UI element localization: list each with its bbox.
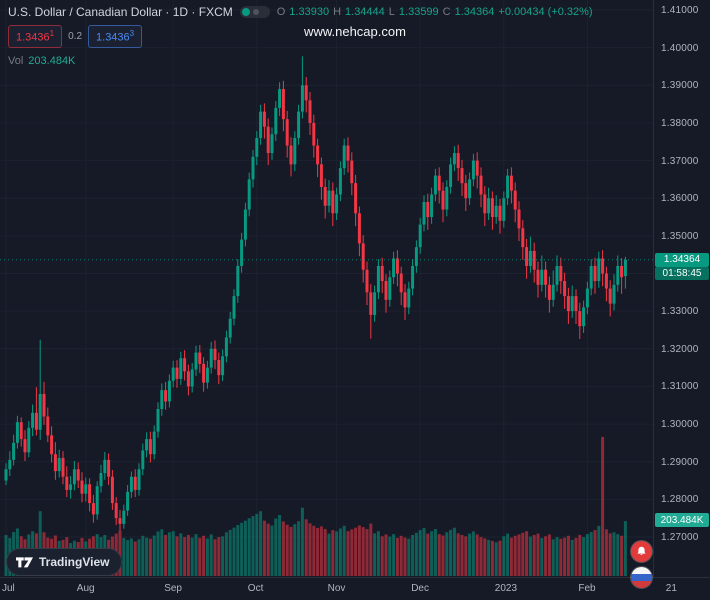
open-label: O: [276, 6, 286, 18]
candlestick-chart[interactable]: [0, 0, 654, 578]
price-tick-label: 1.27000: [661, 532, 699, 543]
time-tick-label: 21: [665, 583, 677, 594]
price-tick-label: 1.32000: [661, 343, 699, 355]
high-value: 1.34444: [345, 6, 385, 18]
price-tick-label: 1.36000: [661, 193, 699, 205]
time-tick-label: Dec: [411, 583, 429, 594]
bell-glyph-icon: [637, 546, 646, 556]
ohlc-readout: O 1.33930 H 1.34444 L 1.33599 C 1.34364 …: [277, 6, 593, 18]
price-tick-label: 1.37000: [661, 155, 699, 167]
bar-countdown-badge: 01:58:45: [655, 266, 709, 280]
open-value: 1.33930: [289, 6, 330, 18]
spread-value: 0.2: [68, 30, 83, 42]
time-tick-label: Sep: [164, 583, 182, 594]
notification-bell-icon[interactable]: [631, 541, 652, 562]
tradingview-mark-icon: [16, 557, 33, 568]
symbol-title[interactable]: U.S. Dollar / Canadian Dollar · 1D · FXC…: [8, 5, 233, 19]
market-status-toggle[interactable]: [239, 6, 270, 18]
time-tick-label: Jul: [2, 583, 15, 594]
price-tick-label: 1.35000: [661, 230, 699, 242]
price-tick-label: 1.38000: [661, 117, 699, 129]
flag-icon[interactable]: [631, 567, 652, 588]
close-label: C: [442, 6, 451, 18]
price-tick-label: 1.39000: [661, 80, 699, 92]
floating-buttons: [631, 541, 652, 588]
price-tick-label: 1.31000: [661, 381, 699, 393]
low-value: 1.33599: [398, 6, 439, 18]
price-tick-label: 1.33000: [661, 306, 699, 318]
low-label: L: [388, 6, 395, 18]
last-price-badge: 1.34364: [655, 252, 709, 267]
price-tick-label: 1.30000: [661, 419, 699, 431]
time-tick-label: Nov: [327, 583, 346, 594]
volume-indicator-row: Vol 203.484K: [8, 55, 593, 67]
price-tick-label: 1.28000: [661, 494, 699, 506]
price-scale[interactable]: 1.34364 01:58:45 203.484K 1.41000 1.40000…: [653, 0, 710, 578]
price-tick-label: 1.41000: [661, 5, 699, 16]
volume-label[interactable]: Vol: [8, 54, 24, 67]
time-scale[interactable]: Jul Aug Sep Oct Nov Dec 2023 Feb 21: [0, 577, 710, 600]
time-tick-label: 2023: [494, 583, 518, 594]
change-value: +0.00434 (+0.32%): [498, 6, 593, 18]
volume-value: 203.484K: [28, 54, 76, 67]
tradingview-logo[interactable]: TradingView: [6, 548, 123, 576]
close-value: 1.34364: [454, 6, 495, 18]
sell-button[interactable]: 1.34361: [8, 25, 63, 48]
chart-legend: U.S. Dollar / Canadian Dollar · 1D · FXC…: [8, 5, 593, 67]
watermark-url: www.nehcap.com: [304, 24, 406, 39]
high-label: H: [333, 6, 342, 18]
time-tick-label: Feb: [578, 583, 596, 594]
toggle-off-dot-icon: [252, 9, 259, 15]
price-tick-label: 1.29000: [661, 456, 699, 468]
tradingview-logo-label: TradingView: [39, 555, 110, 569]
time-tick-label: Oct: [247, 583, 264, 594]
status-dot-icon: [241, 8, 250, 16]
volume-value-badge: 203.484K: [655, 513, 709, 528]
price-tick-label: 1.40000: [661, 42, 699, 54]
time-tick-label: Aug: [76, 583, 95, 594]
buy-button[interactable]: 1.34363: [88, 25, 143, 48]
